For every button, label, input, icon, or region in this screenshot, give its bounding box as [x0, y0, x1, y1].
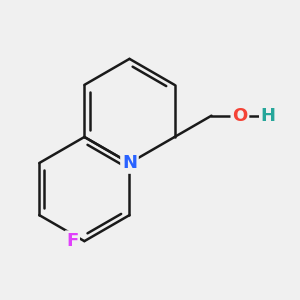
- Text: O: O: [232, 107, 248, 125]
- Text: H: H: [261, 107, 276, 125]
- Text: F: F: [66, 232, 78, 250]
- Text: N: N: [122, 154, 137, 172]
